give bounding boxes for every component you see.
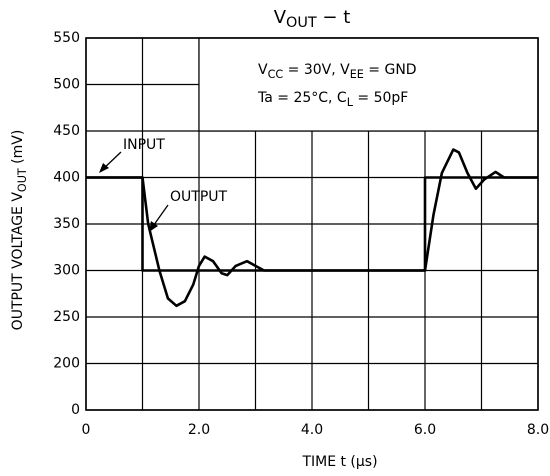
- text-part: = GND: [364, 62, 417, 78]
- text-part: = 30V, V: [283, 62, 350, 78]
- annotation-panel: [198, 37, 539, 132]
- text-part: OUTPUT VOLTAGE V: [10, 192, 26, 331]
- y-axis-label: OUTPUT VOLTAGE VOUT (mV): [10, 130, 29, 331]
- x-tick-label: 4.0: [301, 422, 323, 438]
- y-tick-label: 400: [53, 170, 80, 186]
- y-tick-label: 300: [53, 263, 80, 279]
- series-label: OUTPUT: [170, 189, 228, 205]
- series-line: [86, 148, 538, 308]
- text-part: = 50pF: [353, 90, 408, 106]
- y-tick-label: 350: [53, 216, 80, 232]
- y-tick-label: 450: [53, 123, 80, 139]
- text-part: V: [258, 62, 268, 78]
- chart-title: VOUT − t: [274, 7, 351, 31]
- text-part: − t: [317, 7, 351, 28]
- callout-arrowhead: [99, 163, 109, 173]
- condition-text: Ta = 25°C, CL = 50pF: [257, 90, 408, 109]
- text-part: (mV): [10, 130, 26, 169]
- text-part: OUT: [286, 15, 317, 31]
- x-tick-label: 6.0: [414, 422, 436, 438]
- y-tick-label: 500: [53, 77, 80, 93]
- y-tick-label: 0: [71, 402, 80, 418]
- text-part: OUT: [16, 168, 29, 192]
- x-tick-label: 2.0: [188, 422, 210, 438]
- text-part: L: [347, 96, 354, 109]
- text-part: V: [274, 7, 287, 28]
- text-part: EE: [350, 68, 364, 81]
- condition-text: VCC = 30V, VEE = GND: [258, 62, 417, 81]
- x-axis-label: TIME t (μs): [301, 454, 377, 470]
- plot-frame: [85, 37, 539, 411]
- y-tick-label: 200: [53, 356, 80, 372]
- series-label: INPUT: [123, 137, 165, 153]
- text-part: Ta = 25°C, C: [257, 90, 347, 106]
- text-part: CC: [268, 68, 284, 81]
- x-tick-label: 0: [82, 422, 91, 438]
- y-tick-label: 550: [53, 30, 80, 46]
- x-tick-label: 8.0: [527, 422, 549, 438]
- y-tick-label: 250: [53, 309, 80, 325]
- callout-arrowhead: [149, 221, 158, 232]
